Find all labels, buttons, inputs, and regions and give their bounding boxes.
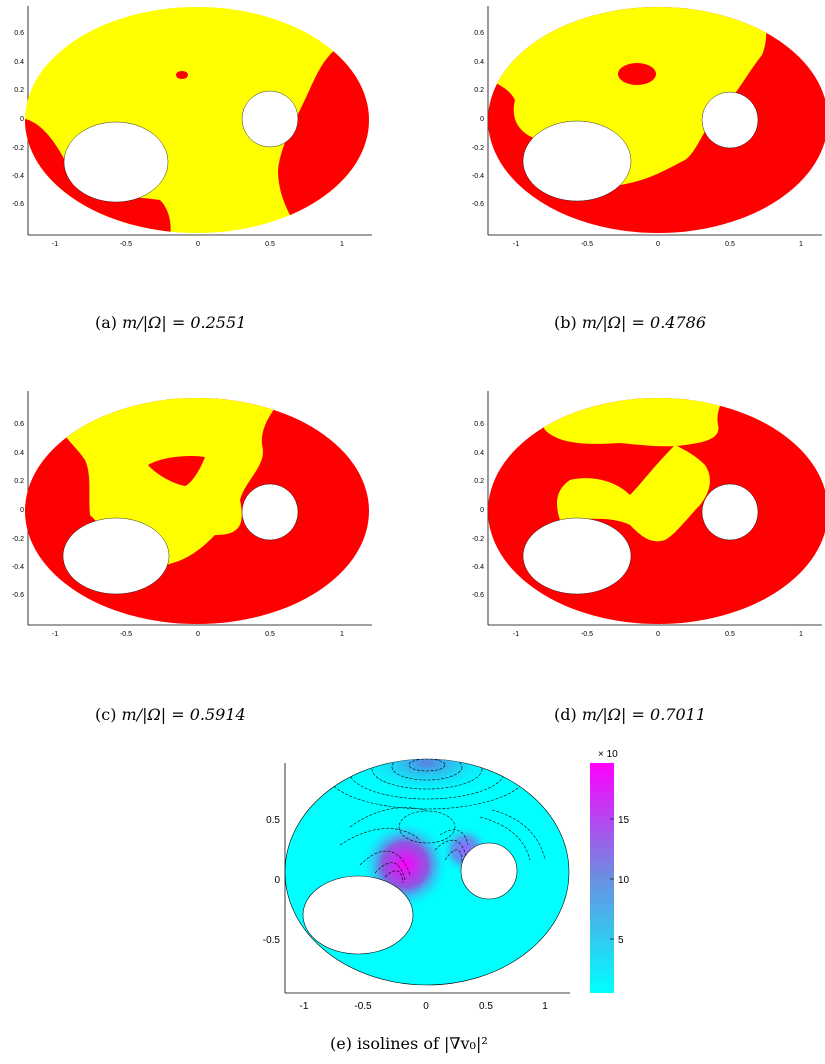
panel-b-plot: -1 -0.5 0 0.5 1 0.6 0.4 0.2 0 -0.2 -0.4 … — [472, 6, 825, 248]
panel-e-xtick: 1 — [542, 1001, 548, 1012]
panel-c-hole-right — [241, 483, 299, 541]
panel-d-hole-right — [701, 483, 759, 541]
panel-e-contours — [326, 759, 546, 910]
caption-e-text: isolines of |∇v₀|² — [357, 1034, 488, 1053]
panel-b-xtick: -1 — [513, 241, 519, 248]
panel-a-ytick: -0.4 — [12, 173, 24, 180]
caption-e-label: (e) — [330, 1034, 352, 1053]
caption-b: (b) m/|Ω| = 0.4786 — [554, 313, 706, 332]
colorbar-tick: 10 — [618, 875, 630, 886]
panel-a-hole-left — [63, 121, 169, 203]
caption-d-label: (d) — [554, 705, 577, 724]
panel-b-xtick: 0 — [656, 241, 660, 248]
panel-c-xtick: -1 — [52, 631, 58, 638]
caption-a-ratio: m/|Ω| = 0.2551 — [122, 313, 247, 332]
panel-d-xtick: 1 — [799, 631, 803, 638]
panel-c-ytick: 0.2 — [14, 478, 24, 485]
panel-e-hole-left — [302, 875, 414, 955]
colorbar-exponent: × 10 — [598, 749, 618, 760]
panel-c-xtick: 0 — [196, 631, 200, 638]
caption-c-ratio: m/|Ω| = 0.5914 — [121, 705, 246, 724]
panel-a-ytick: 0.4 — [14, 59, 24, 66]
panel-b-xtick: 0.5 — [725, 241, 735, 248]
panel-b-ytick: 0.2 — [474, 87, 484, 94]
caption-b-label: (b) — [554, 313, 577, 332]
panel-c-xtick: -0.5 — [120, 631, 132, 638]
panel-b-spot — [618, 63, 656, 85]
panel-c-hole-left — [62, 517, 170, 595]
panel-a-hole-right — [241, 90, 299, 148]
panel-c-ytick: -0.6 — [12, 592, 24, 599]
panel-e-xtick: 0 — [423, 1001, 429, 1012]
colorbar-tick: 5 — [618, 935, 624, 946]
panel-c-plot: -1 -0.5 0 0.5 1 0.6 0.4 0.2 0 -0.2 -0.4 … — [12, 391, 372, 638]
panel-b-ytick: 0.6 — [474, 30, 484, 37]
panel-e-ytick: -0.5 — [263, 935, 281, 946]
panel-d-xtick: -0.5 — [581, 631, 593, 638]
panel-c-spot — [148, 455, 205, 486]
panel-d-xtick: -1 — [513, 631, 519, 638]
panel-c-ytick: -0.2 — [12, 536, 24, 543]
panel-d-plot: -1 -0.5 0 0.5 1 0.6 0.4 0.2 0 -0.2 -0.4 … — [472, 391, 825, 638]
caption-d: (d) m/|Ω| = 0.7011 — [554, 705, 706, 724]
panel-c-ytick: -0.4 — [12, 564, 24, 571]
panel-a-ytick: 0.6 — [14, 30, 24, 37]
colorbar-tick: 15 — [618, 815, 630, 826]
panel-b-xtick: -0.5 — [581, 241, 593, 248]
panel-c-xtick: 1 — [340, 631, 344, 638]
panel-a-xtick: 0.5 — [265, 241, 275, 248]
caption-a: (a) m/|Ω| = 0.2551 — [95, 313, 246, 332]
panel-d-ytick: 0.2 — [474, 478, 484, 485]
panel-a-spot — [176, 71, 188, 79]
panel-d-ytick: 0.4 — [474, 450, 484, 457]
panel-d-axes — [487, 391, 822, 626]
panel-d-ytick: 0.6 — [474, 421, 484, 428]
panel-e-hole-right — [460, 842, 518, 900]
panel-d-region-middle — [557, 445, 710, 542]
panel-d-ytick: -0.6 — [472, 592, 484, 599]
caption-d-ratio: m/|Ω| = 0.7011 — [581, 705, 706, 724]
panel-a-ytick: -0.6 — [12, 201, 24, 208]
panel-e-ytick: 0.5 — [266, 815, 280, 826]
panel-a-ytick: -0.2 — [12, 145, 24, 152]
panel-d-xtick: 0.5 — [725, 631, 735, 638]
panel-d-hole-left — [522, 517, 632, 595]
panel-c-ytick: 0.4 — [14, 450, 24, 457]
panel-a-xtick: 0 — [196, 241, 200, 248]
panel-b-hole-right — [701, 91, 759, 149]
panel-e-xtick: 0.5 — [479, 1001, 493, 1012]
caption-b-ratio: m/|Ω| = 0.4786 — [581, 313, 706, 332]
panel-a-ytick: 0.2 — [14, 87, 24, 94]
panel-d-ytick: -0.2 — [472, 536, 484, 543]
panel-a-plot: -1 -0.5 0 0.5 1 0.6 0.4 0.2 0 -0.2 -0.4 … — [12, 6, 372, 248]
panel-e-colorbar: × 10 15 10 5 — [590, 749, 630, 993]
panel-e-plot: -1 -0.5 0 0.5 1 0.5 0 -0.5 × 10 15 10 5 — [263, 749, 630, 1012]
panel-b-ytick: 0 — [480, 116, 484, 123]
panel-a-xtick: -0.5 — [120, 241, 132, 248]
panel-b-ytick: -0.6 — [472, 201, 484, 208]
panel-a-xtick: 1 — [340, 241, 344, 248]
panel-d-ytick: 0 — [480, 507, 484, 514]
panel-b-xtick: 1 — [799, 241, 803, 248]
panel-a-xtick: -1 — [52, 241, 58, 248]
caption-a-label: (a) — [95, 313, 118, 332]
panel-a-ytick: 0 — [20, 116, 24, 123]
panel-b-axes — [487, 6, 822, 236]
caption-c-label: (c) — [95, 705, 117, 724]
panel-b-ytick: -0.4 — [472, 173, 484, 180]
panel-d-xtick: 0 — [656, 631, 660, 638]
panel-c-ytick: 0.6 — [14, 421, 24, 428]
panel-e-xtick: -1 — [300, 1001, 309, 1012]
panel-e-ytick: 0 — [274, 875, 280, 886]
panel-e-xtick: -0.5 — [354, 1001, 372, 1012]
panel-c-xtick: 0.5 — [265, 631, 275, 638]
panel-b-hole-left — [522, 120, 632, 202]
caption-c: (c) m/|Ω| = 0.5914 — [95, 705, 246, 724]
panel-e-hot-top — [347, 759, 507, 798]
panel-b-ytick: -0.2 — [472, 145, 484, 152]
panel-d-ytick: -0.4 — [472, 564, 484, 571]
panel-b-ytick: 0.4 — [474, 59, 484, 66]
caption-e: (e) isolines of |∇v₀|² — [330, 1034, 488, 1053]
panel-c-ytick: 0 — [20, 507, 24, 514]
